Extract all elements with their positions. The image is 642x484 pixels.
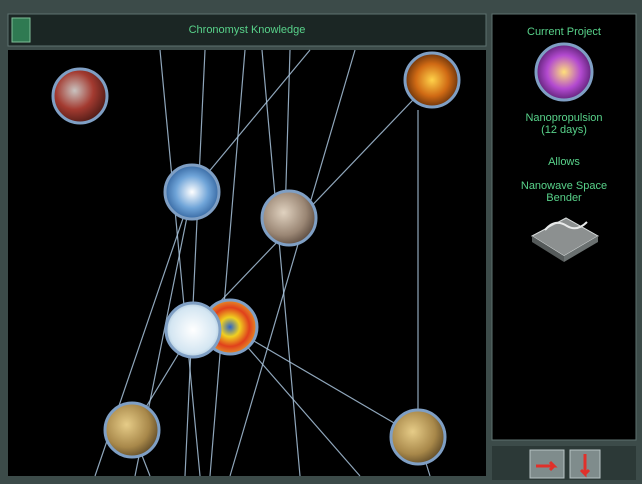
tech-link: [159, 49, 201, 477]
node-ring: [403, 51, 461, 109]
panel-heading: Current Project: [527, 26, 601, 38]
node-ring: [163, 163, 221, 221]
node-ring: [260, 189, 318, 247]
project-name: Nanopropulsion: [525, 112, 602, 124]
allows-label: Allows: [548, 156, 580, 168]
tech-link: [229, 49, 356, 477]
icon-part: [564, 236, 598, 262]
tech-node[interactable]: [262, 191, 316, 245]
tech-nodes: [51, 51, 461, 466]
ship-icon: [530, 217, 600, 262]
tech-link: [229, 326, 361, 477]
icon-part: [532, 236, 564, 262]
icon-part: [536, 460, 558, 472]
tech-link: [209, 49, 246, 477]
tech-link: [184, 49, 206, 477]
project-icon: [536, 44, 592, 100]
tech-link: [229, 326, 419, 438]
tech-links: [94, 49, 433, 477]
tech-node[interactable]: [165, 165, 219, 219]
icon-part: [544, 221, 588, 231]
tech-link: [261, 49, 301, 477]
node-ring: [164, 301, 222, 359]
node-ring: [534, 42, 594, 102]
tech-link: [191, 49, 311, 193]
tech-node[interactable]: [105, 403, 159, 457]
icon-part: [579, 454, 591, 478]
node-ring: [51, 67, 109, 125]
tech-node[interactable]: [405, 53, 459, 107]
node-ring: [389, 408, 447, 466]
title-bar: [7, 13, 487, 47]
project-time: (12 days): [541, 124, 587, 136]
allows-item: Nanowave Space: [521, 180, 607, 192]
cycle-button[interactable]: [529, 449, 565, 479]
node-ring: [103, 401, 161, 459]
tech-node[interactable]: [391, 410, 445, 464]
screen-title: Chronomyst Knowledge: [189, 24, 306, 36]
allows-item: Bender: [546, 192, 582, 204]
tech-node[interactable]: [53, 69, 107, 123]
menu-button[interactable]: [11, 17, 31, 43]
tech-node[interactable]: [166, 303, 220, 357]
